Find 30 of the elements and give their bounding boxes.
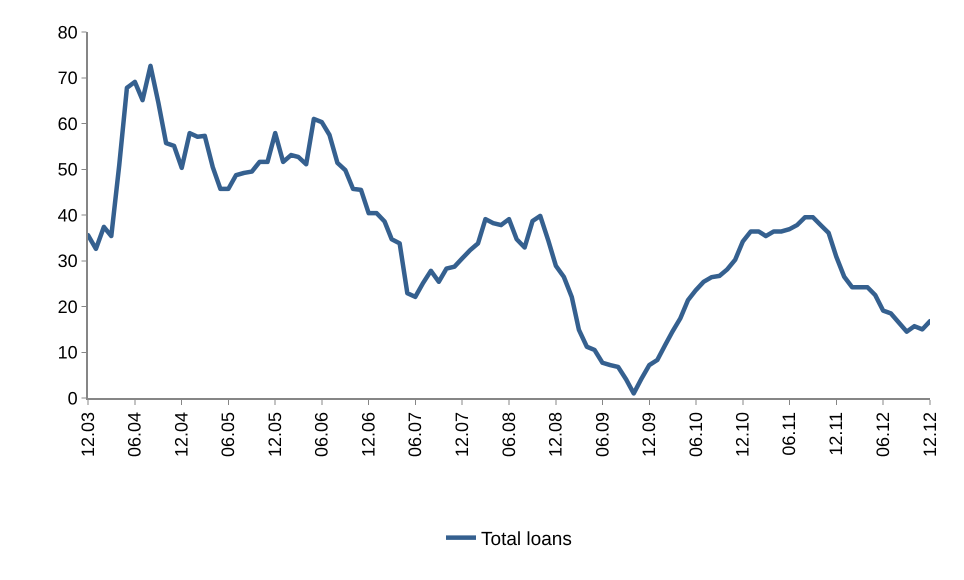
x-tick-label: 12.06 [358, 412, 379, 457]
x-tick-label: 06.07 [405, 412, 426, 457]
x-tick-label: 12.09 [639, 412, 660, 457]
y-tick-label: 50 [58, 160, 78, 180]
x-tick-label: 12.05 [265, 412, 286, 457]
x-tick-label: 12.03 [78, 412, 98, 457]
x-tick-label: 06.11 [779, 412, 800, 456]
x-tick-label: 06.05 [218, 412, 238, 457]
y-tick-label: 10 [58, 342, 78, 363]
x-tick-label: 06.09 [592, 412, 612, 457]
x-tick-label: 12.10 [732, 412, 753, 457]
y-tick-label: 20 [58, 296, 78, 317]
legend-label: Total loans [481, 529, 572, 550]
y-tick-label: 40 [58, 205, 78, 226]
x-tick-label: 12.07 [452, 412, 472, 457]
y-tick-label: 70 [58, 68, 78, 88]
x-tick-label: 12.12 [920, 412, 940, 457]
x-tick-label: 06.06 [312, 412, 332, 457]
y-tick-label: 30 [58, 251, 78, 272]
y-tick-label: 60 [58, 114, 78, 134]
x-tick-label: 12.04 [172, 412, 192, 457]
x-tick-label: 06.12 [872, 412, 893, 457]
y-tick-label: 80 [58, 22, 78, 42]
x-tick-label: 06.08 [498, 412, 519, 457]
x-tick-label: 12.08 [546, 412, 566, 457]
x-tick-label: 12.11 [826, 412, 846, 456]
x-tick-label: 06.04 [124, 412, 145, 457]
line-series [88, 64, 930, 396]
x-tick-label: 06.10 [686, 412, 706, 457]
y-tick-label: 0 [68, 388, 78, 408]
